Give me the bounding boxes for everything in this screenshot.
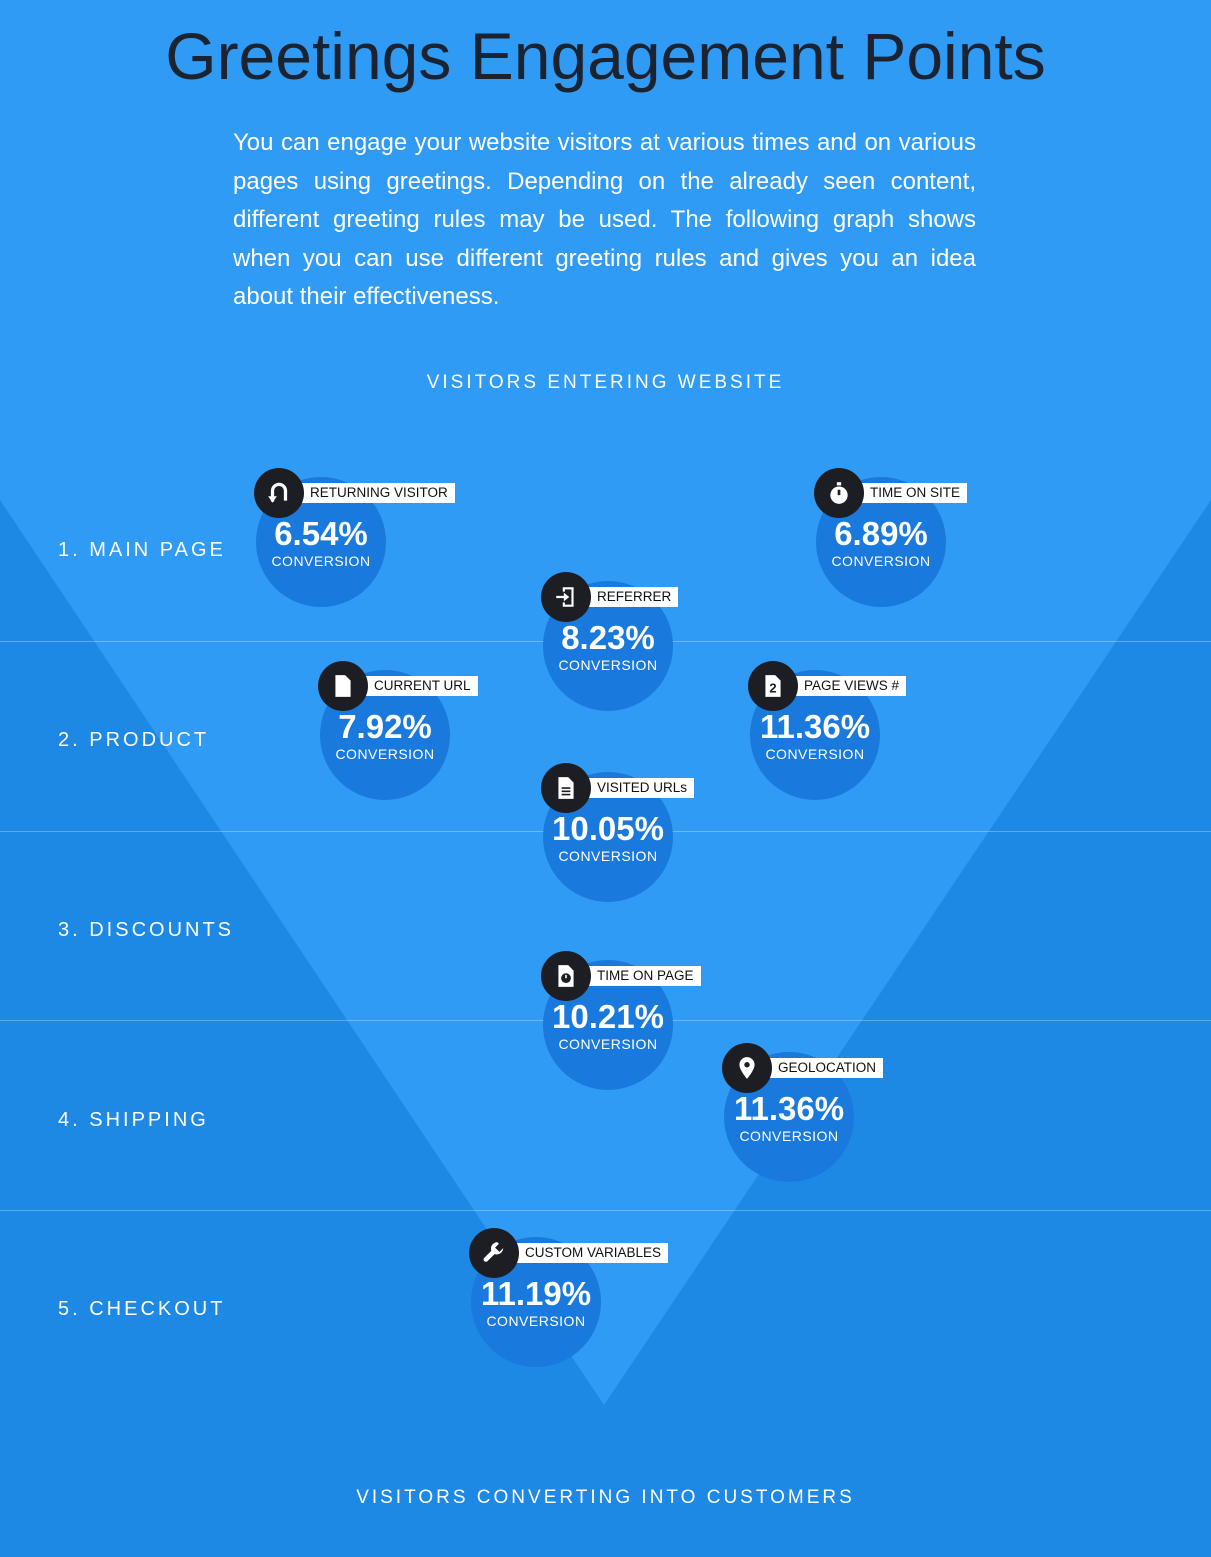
- metric-time-on-page: TIME ON PAGE 10.21% CONVERSION: [541, 951, 701, 1090]
- metric-unit: CONVERSION: [271, 553, 371, 569]
- metric-unit: CONVERSION: [765, 746, 865, 762]
- metric-tag: CUSTOM VARIABLES: [511, 1243, 669, 1263]
- metric-time-on-site: TIME ON SITE 6.89% CONVERSION: [814, 468, 968, 607]
- metric-value: 6.54%: [274, 515, 368, 552]
- document-icon: [318, 661, 368, 711]
- sign-in-icon: [541, 572, 591, 622]
- metric-value: 11.36%: [733, 1090, 845, 1127]
- metric-unit: CONVERSION: [558, 657, 658, 673]
- metric-unit: CONVERSION: [558, 1036, 658, 1052]
- metric-value: 7.92%: [338, 708, 432, 745]
- intro-paragraph: You can engage your website visitors at …: [233, 129, 976, 310]
- metric-unit: CONVERSION: [558, 848, 658, 864]
- metric-unit: CONVERSION: [831, 553, 931, 569]
- metric-value: 10.21%: [552, 998, 664, 1035]
- metric-value: 11.36%: [759, 708, 871, 745]
- metric-value: 11.19%: [480, 1275, 592, 1312]
- metric-tag: REFERRER: [583, 587, 679, 607]
- metric-tag: TIME ON PAGE: [583, 966, 701, 986]
- metric-page-views: PAGE VIEWS # 2 11.36% CONVERSION: [748, 661, 907, 800]
- stage-label-discounts: 3. DISCOUNTS: [58, 919, 235, 941]
- stage-label-checkout: 5. CHECKOUT: [58, 1298, 226, 1320]
- metric-tag: RETURNING VISITOR: [296, 483, 455, 503]
- metric-value: 8.23%: [561, 619, 655, 656]
- metric-tag: CURRENT URL: [360, 676, 478, 696]
- stage-label-product: 2. PRODUCT: [58, 729, 210, 751]
- metric-visited-urls: VISITED URLs 10.05% CONVERSION: [541, 763, 695, 902]
- metric-returning-visitor: RETURNING VISITOR 6.54% CONVERSION: [254, 468, 455, 607]
- page-timer-icon: [541, 951, 591, 1001]
- u-turn-icon: [254, 468, 304, 518]
- flow-start-label: VISITORS ENTERING WEBSITE: [426, 372, 785, 393]
- metric-unit: CONVERSION: [486, 1313, 586, 1329]
- metric-value: 6.89%: [834, 515, 928, 552]
- stage-label-main-page: 1. MAIN PAGE: [58, 539, 226, 561]
- metric-tag: TIME ON SITE: [856, 483, 968, 503]
- page-count-icon-text: 2: [769, 681, 776, 696]
- stage-divider: [0, 1210, 1211, 1211]
- flow-end-label: VISITORS CONVERTING INTO CUSTOMERS: [356, 1487, 855, 1508]
- metric-tag: PAGE VIEWS #: [790, 676, 907, 696]
- metric-current-url: CURRENT URL 7.92% CONVERSION: [318, 661, 478, 800]
- stage-label-shipping: 4. SHIPPING: [58, 1109, 209, 1131]
- metric-unit: CONVERSION: [335, 746, 435, 762]
- map-pin-icon: [722, 1043, 772, 1093]
- page-title: Greetings Engagement Points: [165, 19, 1046, 93]
- funnel-shape: [0, 500, 1211, 1405]
- metric-tag: GEOLOCATION: [764, 1058, 884, 1078]
- wrench-icon: [469, 1228, 519, 1278]
- document-lines-icon: [541, 763, 591, 813]
- metric-custom-variables: CUSTOM VARIABLES 11.19% CONVERSION: [469, 1228, 669, 1367]
- stopwatch-icon: [814, 468, 864, 518]
- page-count-icon: 2: [748, 661, 798, 711]
- metric-referrer: REFERRER 8.23% CONVERSION: [541, 572, 679, 711]
- metric-value: 10.05%: [552, 810, 664, 847]
- header-background: [0, 0, 1211, 500]
- metric-geolocation: GEOLOCATION 11.36% CONVERSION: [722, 1043, 884, 1182]
- metric-tag: VISITED URLs: [583, 778, 695, 798]
- metric-unit: CONVERSION: [739, 1128, 839, 1144]
